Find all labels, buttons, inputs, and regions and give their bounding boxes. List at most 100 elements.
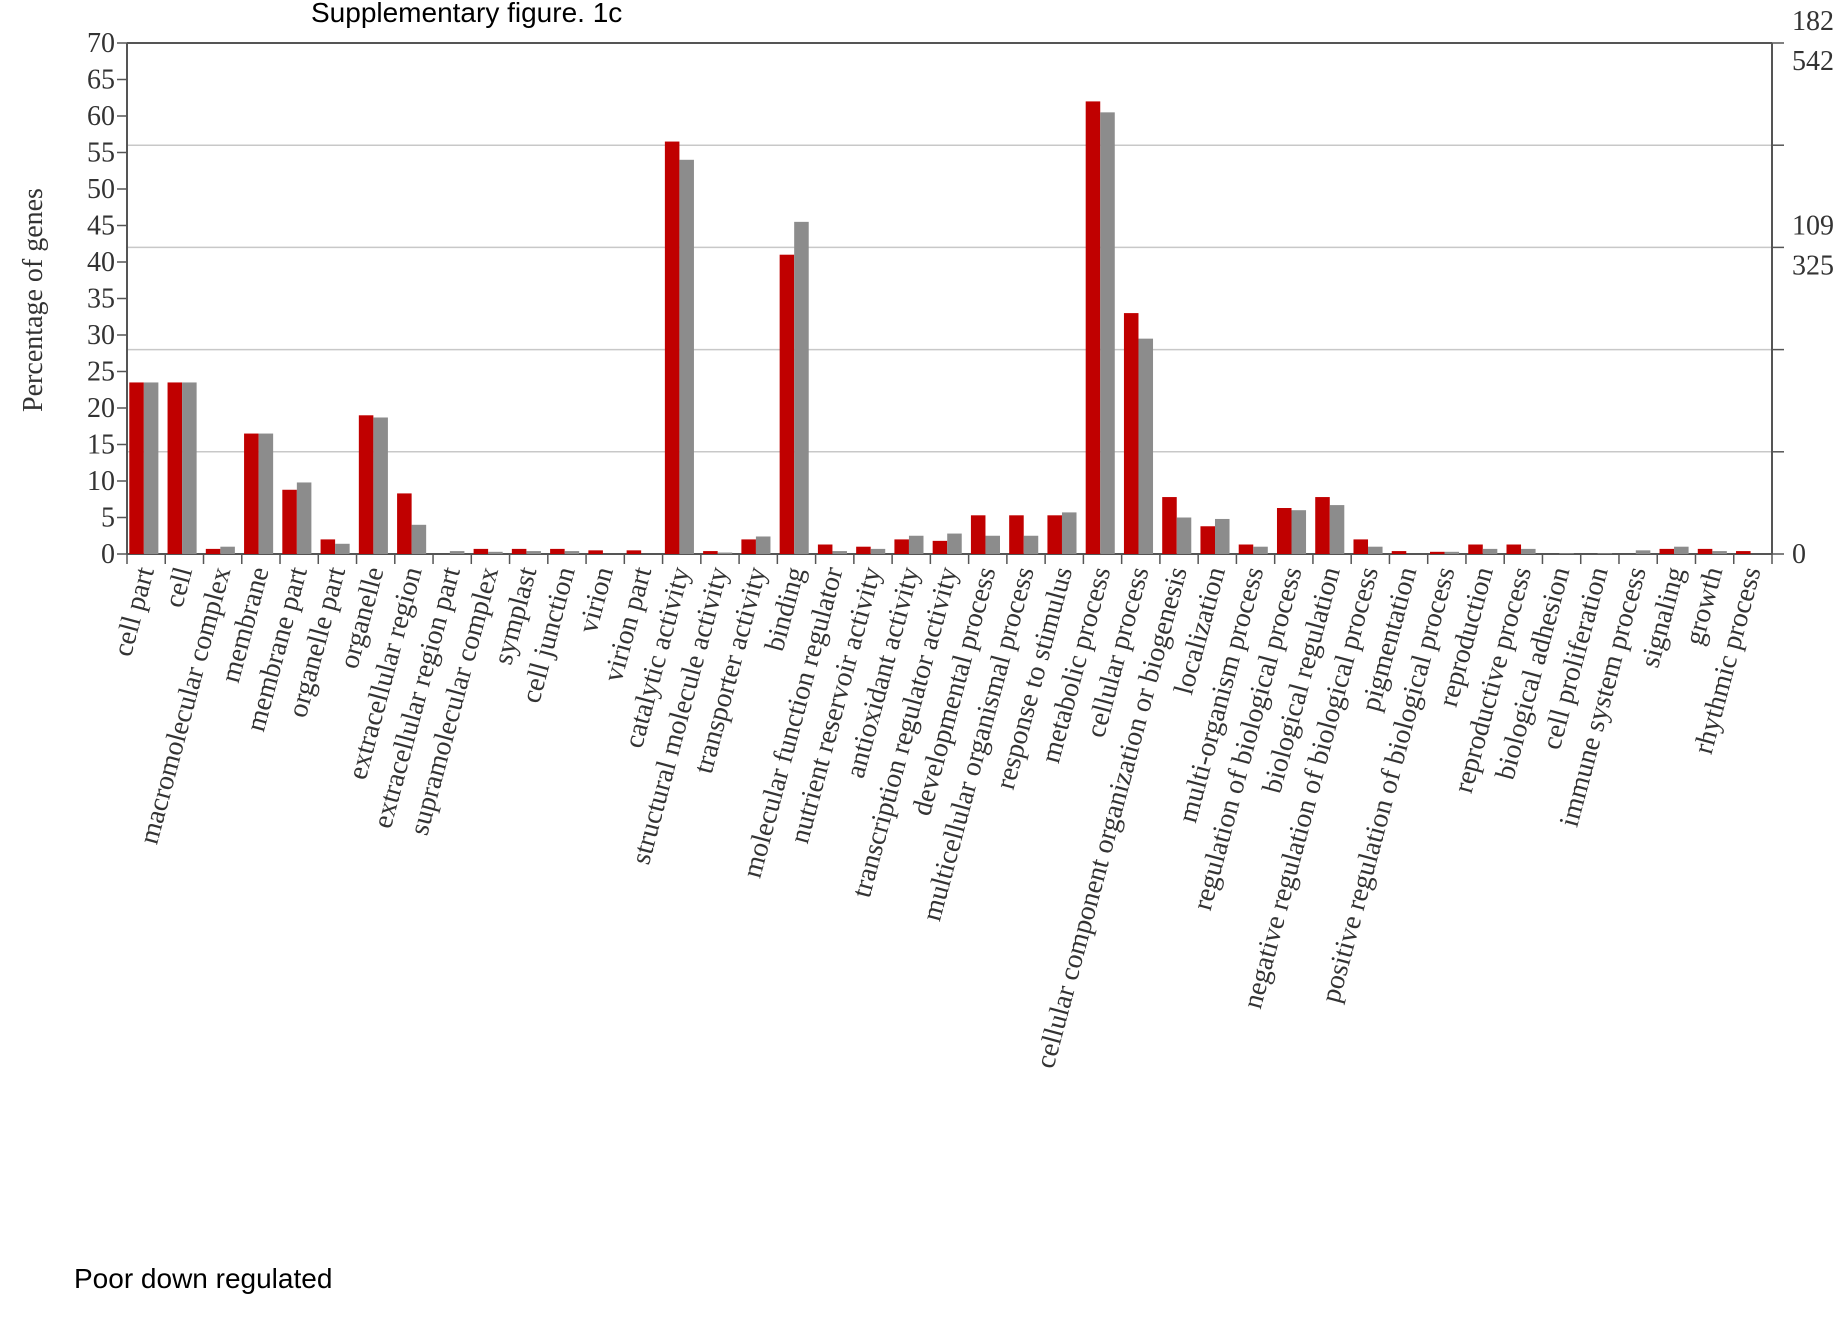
- bar: [1482, 548, 1498, 554]
- bar: [1659, 548, 1675, 554]
- bar: [335, 543, 350, 554]
- bar: [741, 539, 756, 554]
- y2-tick-label: 542: [1792, 46, 1834, 77]
- bar: [1047, 515, 1062, 554]
- bar: [1315, 497, 1330, 554]
- y-tick-label: 30: [87, 320, 115, 351]
- bar: [244, 433, 259, 554]
- bar: [205, 548, 221, 554]
- bar: [182, 382, 197, 554]
- bar: [664, 141, 680, 555]
- y2-tick-label: 109: [1792, 210, 1834, 241]
- bar: [564, 551, 580, 554]
- bar: [1559, 553, 1574, 554]
- bar: [1521, 548, 1536, 554]
- bar: [947, 533, 962, 554]
- y-tick-label: 20: [87, 393, 115, 424]
- bar: [1506, 544, 1522, 554]
- bar: [358, 415, 374, 554]
- y-tick-label: 5: [101, 503, 115, 534]
- bar: [258, 433, 274, 554]
- bar: [856, 546, 871, 554]
- bar: [1736, 551, 1751, 554]
- bar: [679, 159, 694, 555]
- bar: [970, 515, 986, 554]
- bar: [397, 493, 412, 554]
- bar: [1697, 548, 1713, 554]
- y-tick-label: 55: [87, 138, 115, 169]
- bar: [717, 552, 733, 554]
- bar: [143, 382, 159, 554]
- bar: [526, 551, 541, 554]
- bar: [794, 221, 809, 554]
- y-axis-label: Percentage of genes: [18, 188, 49, 412]
- bar: [167, 382, 183, 554]
- bar: [932, 540, 948, 554]
- bar: [1368, 546, 1383, 554]
- bar: [1635, 550, 1651, 554]
- x-tick-label: cell part: [107, 564, 161, 660]
- bar: [488, 551, 503, 554]
- y-tick-label: 10: [87, 466, 115, 497]
- bar: [1162, 497, 1177, 554]
- bar: [411, 524, 427, 554]
- bar: [1085, 101, 1101, 555]
- bar: [373, 417, 388, 554]
- bar: [1597, 553, 1613, 554]
- y-tick-label: 0: [101, 539, 115, 570]
- bar: [1214, 518, 1230, 554]
- bar: [985, 535, 1000, 554]
- bar: [894, 539, 909, 554]
- y-tick-label: 50: [87, 174, 115, 205]
- bar: [511, 548, 527, 554]
- bar: [703, 551, 718, 554]
- chart-title: Supplementary figure. 1c: [311, 0, 622, 28]
- bar: [1712, 551, 1727, 554]
- y-tick-label: 25: [87, 357, 115, 388]
- y-tick-label: 15: [87, 430, 115, 461]
- bar: [1009, 515, 1024, 554]
- bar: [1429, 551, 1445, 554]
- bar: [449, 551, 465, 554]
- y2-tick-label: 182: [1792, 6, 1834, 37]
- bar: [1023, 535, 1039, 554]
- y-tick-label: 35: [87, 284, 115, 315]
- y-tick-label: 70: [87, 28, 115, 59]
- bar: [755, 536, 771, 554]
- bar: [1061, 512, 1077, 554]
- bar: [588, 550, 603, 554]
- bar: [1238, 544, 1254, 554]
- bar: [870, 548, 886, 554]
- y-tick-label: 40: [87, 247, 115, 278]
- bar: [1100, 112, 1115, 554]
- bar: [473, 548, 489, 554]
- bar: [550, 548, 565, 554]
- bar: [779, 254, 795, 554]
- bar: [1468, 544, 1483, 554]
- bar: [832, 551, 847, 554]
- y-tick-label: 65: [87, 65, 115, 96]
- x-tick-label: cell: [159, 564, 199, 611]
- bar: [1291, 510, 1307, 554]
- bar: [1674, 546, 1689, 554]
- y2-tick-label: 325: [1792, 250, 1834, 281]
- bar: [1329, 505, 1345, 554]
- bar: [626, 550, 642, 554]
- bar: [908, 535, 924, 554]
- bar: [1444, 551, 1460, 554]
- bar: [129, 382, 144, 554]
- y-tick-label: 45: [87, 211, 115, 242]
- bar: [282, 489, 297, 554]
- y-tick-label: 60: [87, 101, 115, 132]
- bar: [1176, 517, 1192, 554]
- bar: [1276, 508, 1292, 554]
- bar: [1200, 526, 1215, 554]
- bar: [220, 546, 235, 554]
- bar: [1123, 313, 1139, 554]
- bar: [296, 482, 312, 554]
- bar: [320, 539, 336, 554]
- bar: [817, 544, 833, 554]
- bar: [1253, 546, 1268, 554]
- y2-tick-label: 0: [1792, 539, 1806, 570]
